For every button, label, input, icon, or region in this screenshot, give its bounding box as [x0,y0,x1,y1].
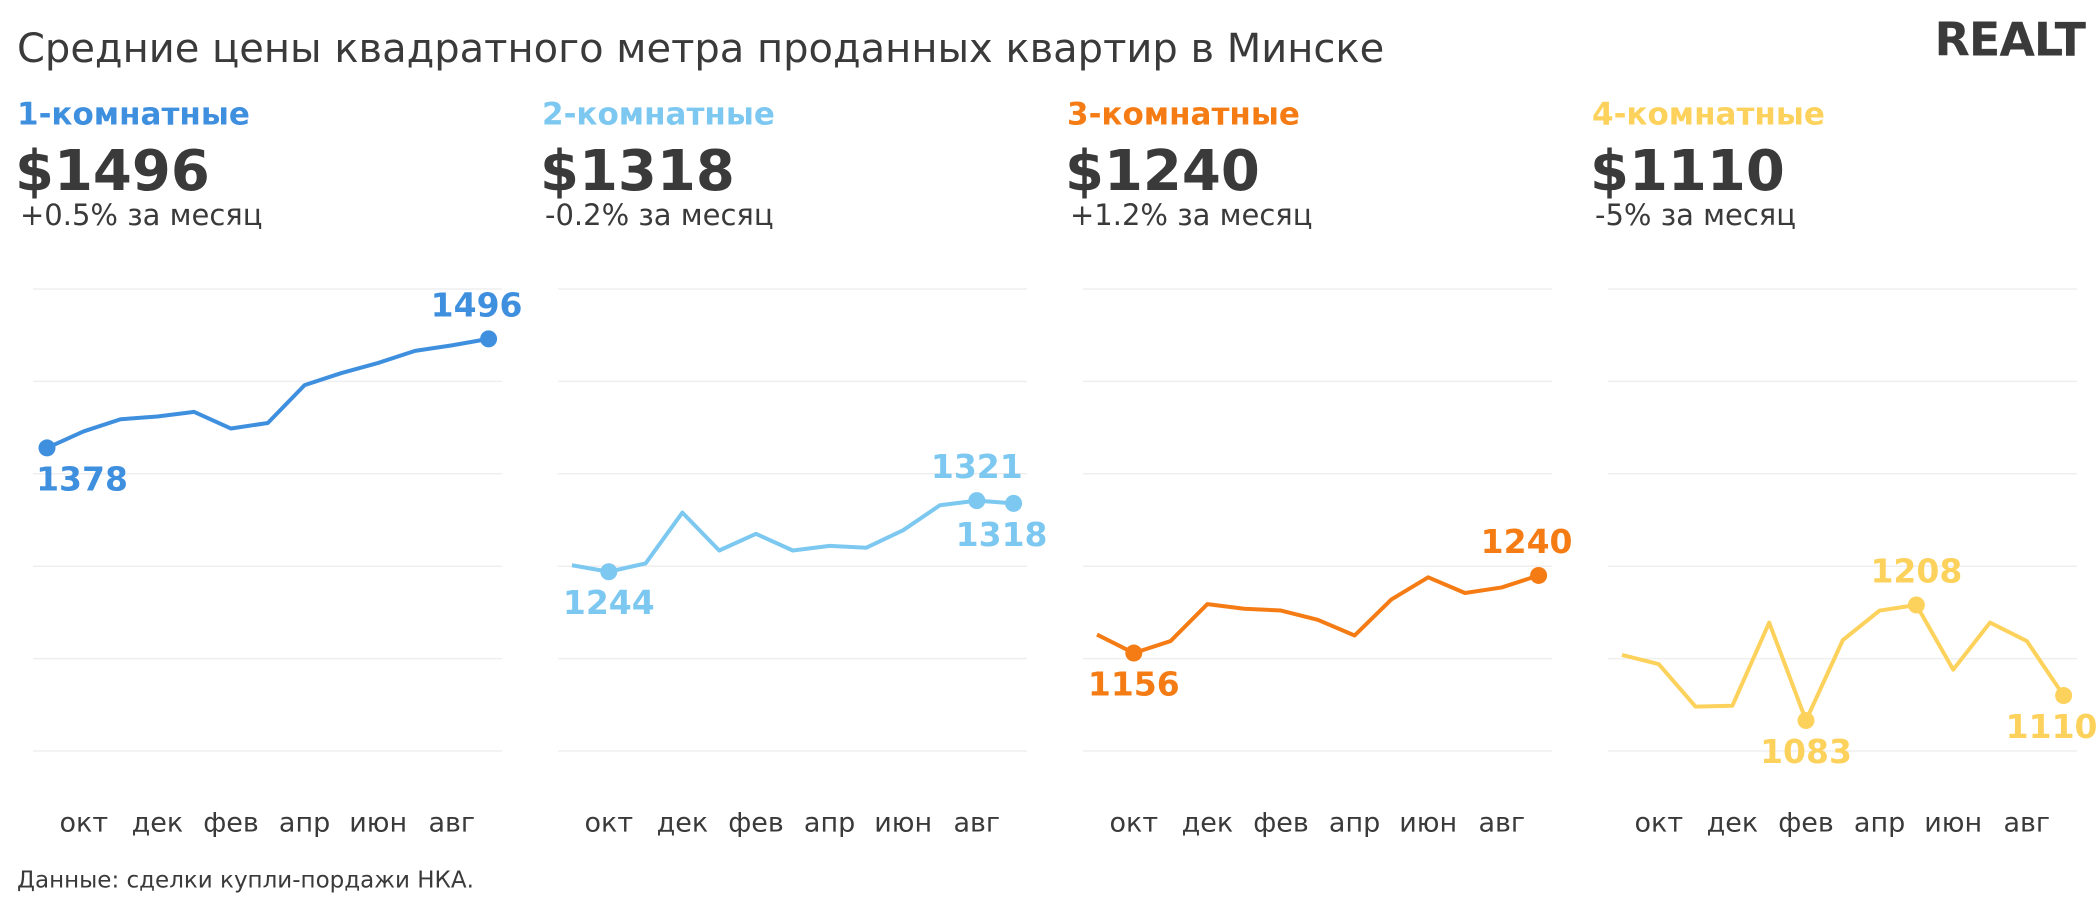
x-tick-label: июн [874,808,932,839]
data-label: 1321 [931,447,1023,486]
headline-value: $1240 [1065,139,1260,204]
headline-value: $1110 [1590,139,1785,204]
x-tick-label: окт [1110,808,1159,839]
data-label: 1240 [1481,522,1573,561]
data-label: 1208 [1870,552,1962,591]
x-tick-label: фев [1253,808,1309,839]
x-tick-label: апр [1854,808,1905,839]
point-marker [1125,644,1143,662]
point-marker [1530,566,1548,584]
line [1621,603,2066,723]
x-tick-label: дек [1182,808,1234,839]
x-tick-label: авг [1478,808,1525,839]
x-tick-label: июн [1399,808,1457,839]
panel-title: 2-комнатные [542,97,775,133]
data-label: 1496 [431,285,523,324]
panel-title: 4-комнатные [1592,97,1825,133]
point-marker [38,439,56,457]
data-label: 1318 [956,515,1048,554]
x-tick-label: дек [657,808,709,839]
x-tick-label: фев [203,808,259,839]
logo: REALT [1934,13,2086,67]
point-marker [2055,687,2073,705]
point-marker [1005,494,1023,512]
x-tick-label: дек [1707,808,1759,839]
x-tick-label: авг [2003,808,2050,839]
x-tick-label: июн [1924,808,1982,839]
panel-title: 1-комнатные [17,97,250,133]
point-marker [1907,596,1925,614]
line [1096,573,1540,656]
x-tick-label: апр [1329,808,1380,839]
data-label: 1083 [1760,732,1852,771]
line [571,498,1014,574]
point-marker [600,563,618,581]
headline-value: $1318 [540,139,735,204]
x-tick-label: апр [279,808,330,839]
source-note: Данные: сделки купли-пордажи НКА. [17,868,474,894]
x-tick-label: авг [428,808,475,839]
change-note: +1.2% за месяц [1070,198,1312,232]
change-note: -0.2% за месяц [545,198,774,232]
line [46,336,489,450]
x-tick-label: окт [1635,808,1684,839]
change-note: -5% за месяц [1595,198,1796,232]
data-label: 1244 [563,583,655,622]
data-label: 1156 [1088,665,1180,704]
data-label: 1110 [2006,707,2098,746]
x-tick-label: фев [1778,808,1834,839]
x-tick-label: апр [804,808,855,839]
point-marker [480,330,498,348]
panel-title: 3-комнатные [1067,97,1300,133]
x-tick-label: фев [728,808,784,839]
data-label: 1378 [36,459,128,498]
headline-value: $1496 [15,139,210,204]
page-title: Средние цены квадратного метра проданных… [17,26,1384,72]
x-tick-label: дек [132,808,184,839]
point-marker [1797,712,1815,730]
x-tick-label: окт [60,808,109,839]
change-note: +0.5% за месяц [20,198,262,232]
x-tick-label: авг [953,808,1000,839]
x-tick-label: окт [585,808,634,839]
x-tick-label: июн [349,808,407,839]
point-marker [968,492,986,510]
